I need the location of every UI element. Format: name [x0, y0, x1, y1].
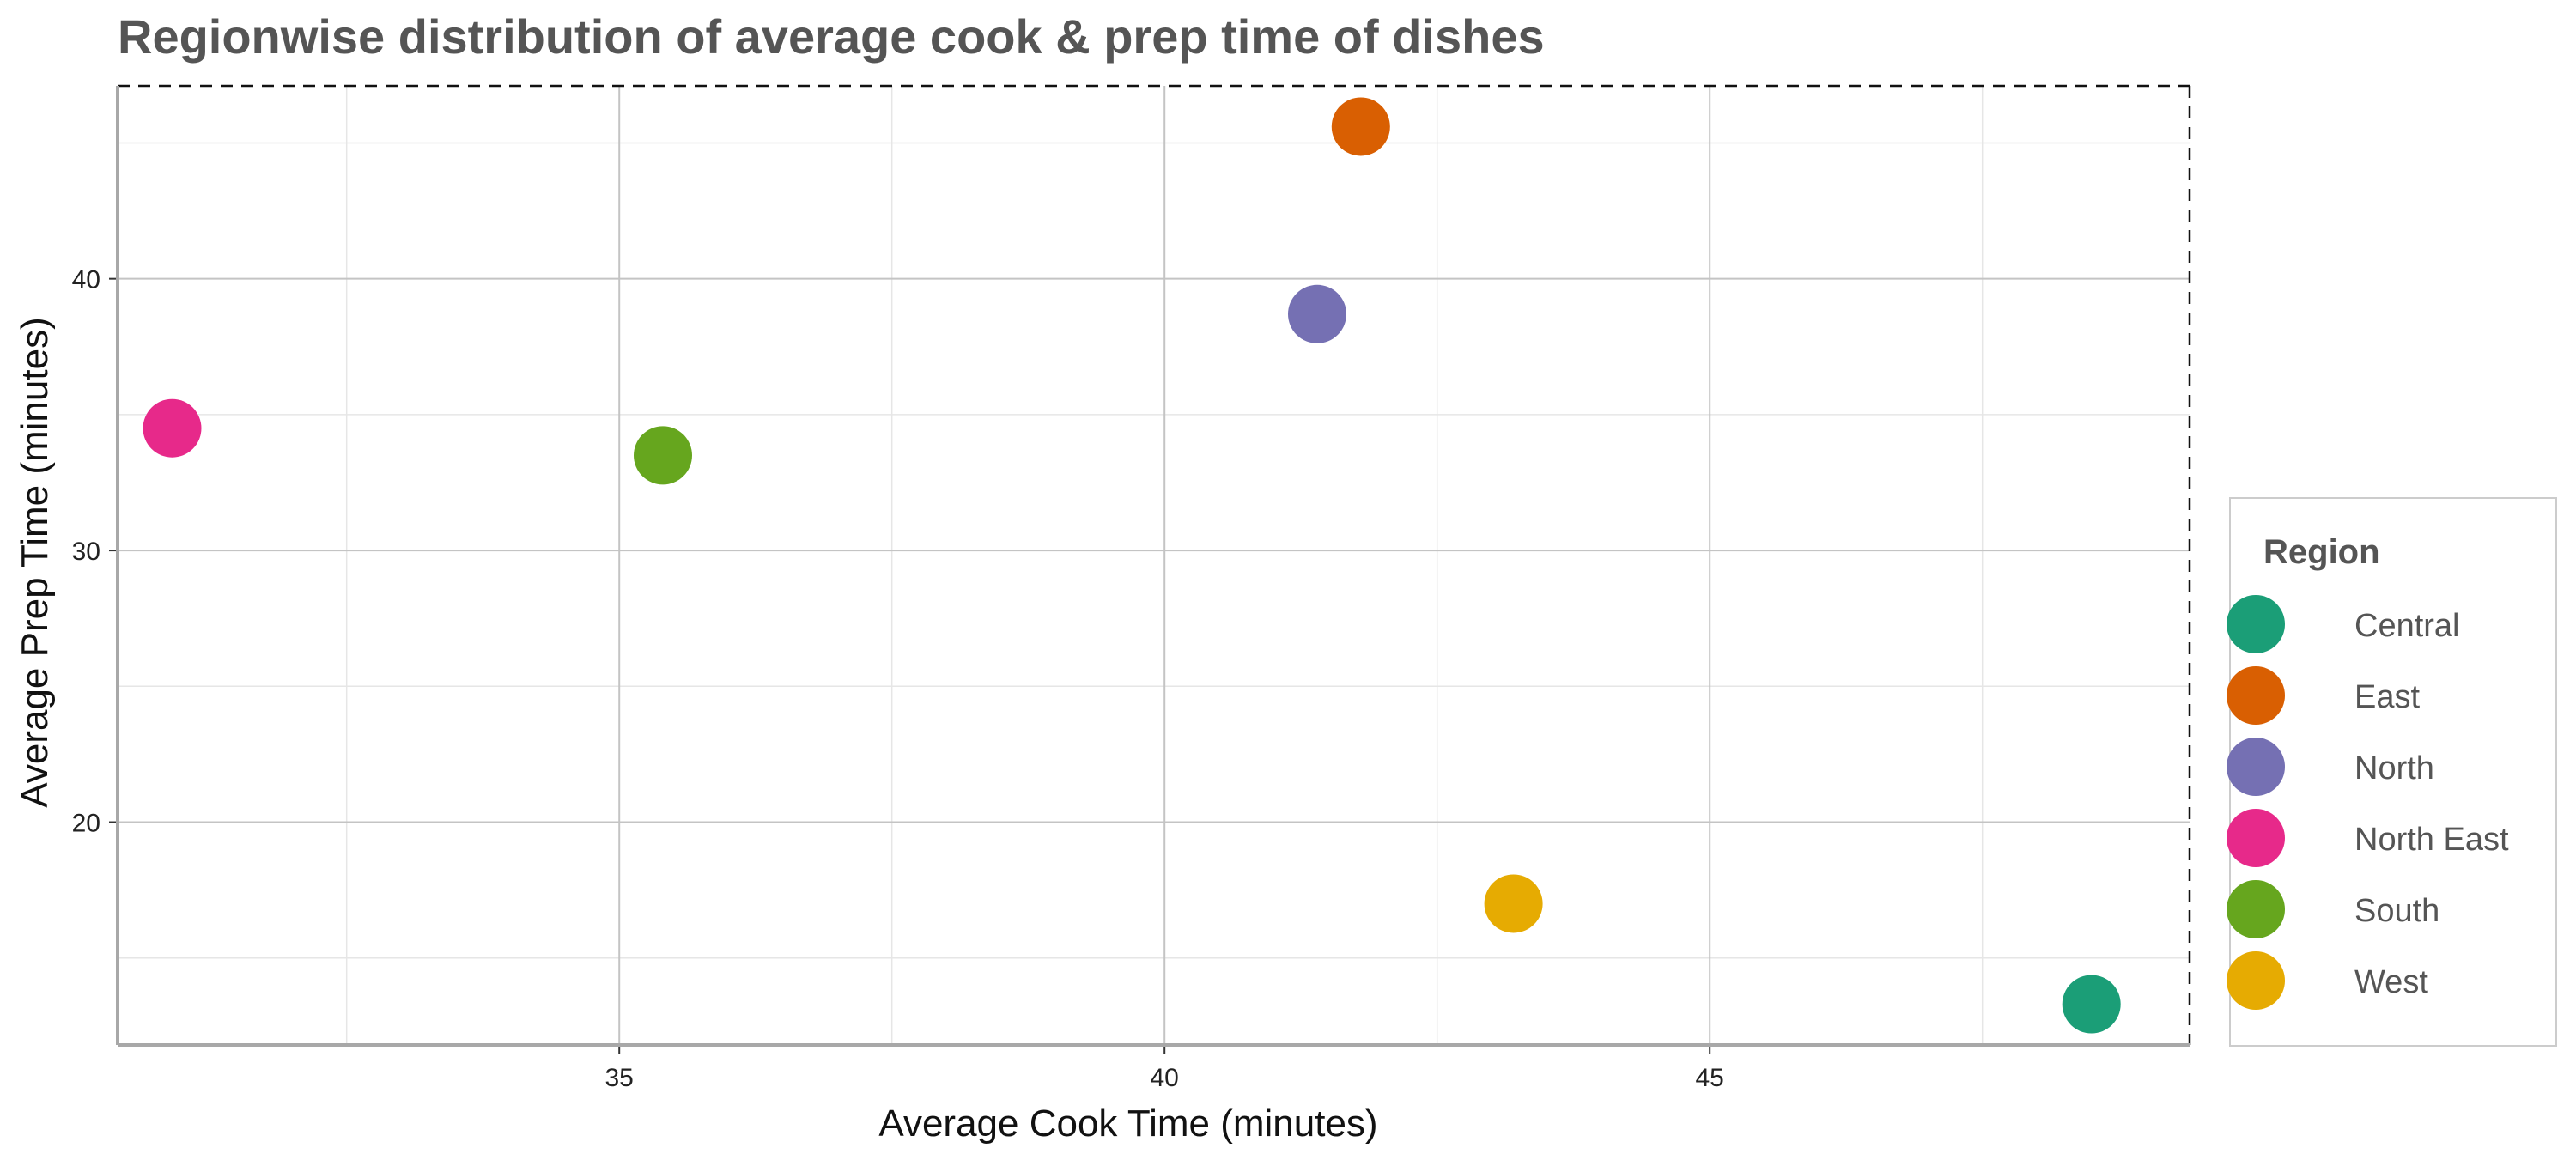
plot-area: 35 40 45 20 30 40 — [72, 84, 2191, 1092]
y-tick-label: 40 — [72, 266, 100, 295]
legend: Region Central East North North East South We… — [2227, 497, 2557, 1047]
legend-swatch-east — [2227, 666, 2285, 725]
legend-label-south: South — [2354, 893, 2439, 929]
point-east — [1331, 97, 1390, 156]
legend-label-north-east: North East — [2354, 822, 2509, 858]
legend-swatch-central — [2227, 595, 2285, 653]
legend-label-east: East — [2354, 679, 2420, 715]
legend-swatch-west — [2227, 951, 2285, 1010]
chart-title: Regionwise distribution of average cook … — [118, 9, 1545, 64]
point-west — [1484, 874, 1543, 933]
y-tick-label: 20 — [72, 810, 100, 838]
legend-title: Region — [2263, 533, 2380, 571]
y-tick-label: 30 — [72, 537, 100, 566]
x-axis-title: Average Cook Time (minutes) — [878, 1102, 1377, 1145]
y-axis-title: Average Prep Time (minutes) — [14, 317, 56, 807]
point-north-east — [143, 398, 202, 458]
x-tick-label: 40 — [1151, 1064, 1179, 1092]
legend-label-west: West — [2354, 964, 2428, 1000]
x-tick-label: 45 — [1696, 1064, 1724, 1092]
legend-swatch-north — [2227, 738, 2285, 796]
legend-swatch-south — [2227, 880, 2285, 938]
point-north — [1288, 284, 1346, 343]
point-central — [2062, 975, 2121, 1034]
legend-label-central: Central — [2354, 608, 2460, 644]
point-south — [634, 426, 692, 485]
x-tick-label: 35 — [605, 1064, 634, 1092]
legend-label-north: North — [2354, 750, 2434, 786]
legend-swatch-north-east — [2227, 809, 2285, 867]
